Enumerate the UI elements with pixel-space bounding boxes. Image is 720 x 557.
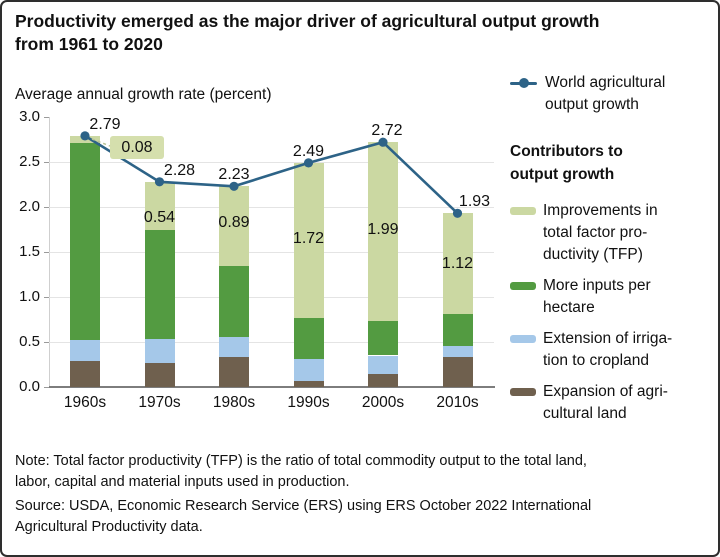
inputs-swatch-icon [510,282,536,290]
y-axis-title: Average annual growth rate (percent) [15,86,272,103]
bar-segment [442,314,473,346]
y-axis-tick [44,206,49,208]
y-axis-tick-label: 2.0 [19,198,40,215]
legend-label-world-output: World agricultural output growth [545,74,666,113]
tfp-swatch-icon [510,207,536,215]
bar-segment [368,321,398,356]
legend-label-irrigation: Extension of irriga- tion to cropland [543,330,673,369]
gridline [49,296,494,298]
line-marker-icon [510,72,538,94]
y-axis-tick-label: 0.5 [19,333,40,350]
x-axis-line [49,386,495,388]
line-value-label: 2.49 [292,142,325,160]
bar-segment [144,362,175,387]
line-value-label: 1.93 [458,193,491,211]
y-axis-tick-label: 1.5 [19,243,40,260]
gridline [49,251,494,253]
legend-item-inputs: More inputs per hectare [510,275,716,319]
x-axis-label: 1970s [138,394,181,411]
y-axis-tick [44,386,49,388]
source-text: Source: USDA, Economic Research Service … [15,498,592,535]
legend-label-inputs: More inputs per hectare [543,277,651,316]
x-axis-label: 1980s [212,394,256,411]
tfp-value-label: 1.99 [367,220,399,238]
line-marker-dot [519,78,529,88]
chart-title: Productivity emerged as the major driver… [15,11,600,54]
gridline [49,341,494,343]
bar-segment [442,213,473,315]
x-axis-label: 1960s [63,394,107,411]
line-value-label: 2.72 [371,122,403,140]
y-axis-tick [44,251,49,253]
y-axis-tick [44,116,49,118]
bar-segment [293,359,324,381]
legend-label-tfp: Improvements in total factor pro- ductiv… [543,202,658,263]
y-axis-tick [44,296,49,298]
bar-segment [144,230,175,340]
bar-segment [70,360,100,387]
bar-segment [293,317,324,360]
x-axis-label: 2010s [436,394,479,411]
legend-item-tfp: Improvements in total factor pro- ductiv… [510,200,716,266]
land-swatch-icon [510,388,536,396]
x-axis-label: 2000s [361,394,405,411]
y-axis-tick-label: 0.0 [19,378,40,395]
legend-item-land: Expansion of agri- cultural land [510,381,716,425]
legend-item-world-output: World agricultural output growth [510,72,716,116]
bar-segment [368,355,398,374]
bar-segment [293,380,324,387]
line-value-label: 2.28 [163,161,196,179]
line-value-label: 2.23 [218,166,250,184]
bar-segment [144,339,175,363]
legend-label-land: Expansion of agri- cultural land [543,383,668,422]
tfp-value-label: 0.89 [218,214,250,232]
y-axis-tick [44,161,49,163]
legend-item-irrigation: Extension of irriga- tion to cropland [510,328,716,372]
y-axis-tick-label: 1.0 [19,288,40,305]
y-axis-tick-label: 2.5 [19,153,40,170]
bar-segment [219,336,249,358]
tfp-value-label: 1.12 [441,254,474,272]
note-text: Note: Total factor productivity (TFP) is… [15,453,587,490]
line-value-label: 2.79 [89,115,121,133]
legend: World agricultural output growth Contrib… [510,72,716,434]
bar-segment [219,266,249,337]
tfp-value-label: 0.54 [143,209,176,227]
bar-segment [442,357,473,387]
y-axis-tick [44,341,49,343]
y-axis-tick-label: 3.0 [19,108,40,125]
irrigation-swatch-icon [510,335,536,343]
legend-heading: Contributors to output growth [510,143,623,183]
bar-segment [219,357,249,387]
bar-segment [442,345,473,358]
tfp-callout: 0.08 [110,136,164,159]
x-axis-label: 1990s [287,394,330,411]
bar-segment [368,373,398,387]
tfp-value-label: 1.72 [292,230,325,248]
bar-segment [70,340,100,361]
